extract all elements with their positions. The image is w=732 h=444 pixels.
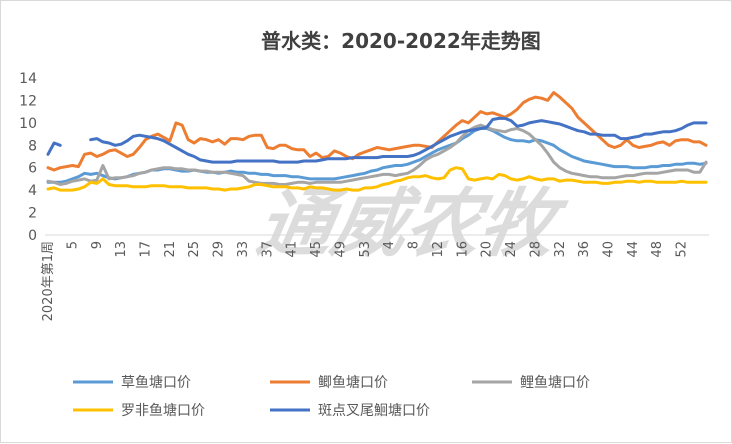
x-tick-label: 12 (431, 241, 446, 258)
x-tick-label: 16 (455, 241, 470, 258)
series-line-4 (46, 166, 708, 192)
x-tick-label: 32 (553, 241, 568, 258)
x-tick-label: 17 (139, 241, 154, 258)
x-tick-label: 48 (650, 241, 665, 258)
x-tick-label: 44 (626, 241, 641, 258)
x-tick-label: 24 (504, 241, 519, 258)
legend-item: 鲤鱼塘口价 (472, 374, 590, 391)
x-tick-label: 52 (675, 241, 690, 258)
x-tick-label: 41 (285, 241, 300, 258)
x-tick-label: 49 (333, 241, 348, 258)
y-axis: 0 2 4 6 8 10 12 14 (19, 71, 37, 244)
x-tick-label: 29 (212, 241, 227, 258)
legend-label: 草鱼塘口价 (121, 374, 191, 391)
legend-label: 斑点叉尾鮰塘口价 (318, 403, 430, 419)
y-tick-label: 8 (28, 138, 37, 154)
x-tick-label: 36 (577, 241, 592, 258)
y-tick-label: 6 (28, 161, 37, 177)
x-tick-label: 28 (528, 241, 543, 258)
legend-item: 鲫鱼塘口价 (270, 374, 388, 391)
x-tick-label: 2020年第1周 (41, 241, 56, 321)
series-layer (46, 91, 708, 192)
legend-label: 鲤鱼塘口价 (520, 374, 590, 391)
legend-label: 鲫鱼塘口价 (318, 374, 388, 391)
y-tick-label: 14 (19, 71, 37, 87)
x-tick-label: 8 (407, 241, 422, 249)
x-tick-label: 20 (480, 241, 495, 258)
x-tick-label: 4 (382, 241, 397, 249)
x-tick-label: 25 (187, 241, 202, 258)
series-line-5 (46, 116, 708, 164)
legend-item: 罗非鱼塘口价 (73, 402, 205, 419)
legend-label: 罗非鱼塘口价 (121, 402, 205, 419)
x-tick-label: 9 (90, 241, 105, 249)
x-tick-label: 37 (260, 241, 275, 258)
y-tick-label: 12 (19, 93, 37, 109)
watermark: 通威农牧 (251, 181, 573, 267)
x-tick-label: 53 (358, 241, 373, 258)
x-tick-label: 40 (601, 241, 616, 258)
y-tick-label: 0 (28, 228, 37, 244)
series-line-3 (46, 123, 708, 186)
x-tick-label: 33 (236, 241, 251, 258)
legend-item: 草鱼塘口价 (73, 374, 191, 391)
legend-item: 斑点叉尾鮰塘口价 (270, 403, 430, 419)
x-axis: 2020年第1周 5 9 13 17 21 25 29 33 37 41 45 49 53 4 8 12 16 20… (41, 234, 709, 321)
x-tick-label: 45 (309, 241, 324, 258)
y-tick-label: 2 (28, 206, 37, 222)
y-tick-label: 10 (19, 116, 37, 132)
x-tick-label: 5 (65, 241, 80, 249)
x-tick-label: 13 (114, 241, 129, 258)
chart-title: 普水类：2020-2022年走势图 (261, 29, 541, 53)
y-tick-label: 4 (28, 183, 37, 199)
x-tick-label: 21 (163, 241, 178, 258)
